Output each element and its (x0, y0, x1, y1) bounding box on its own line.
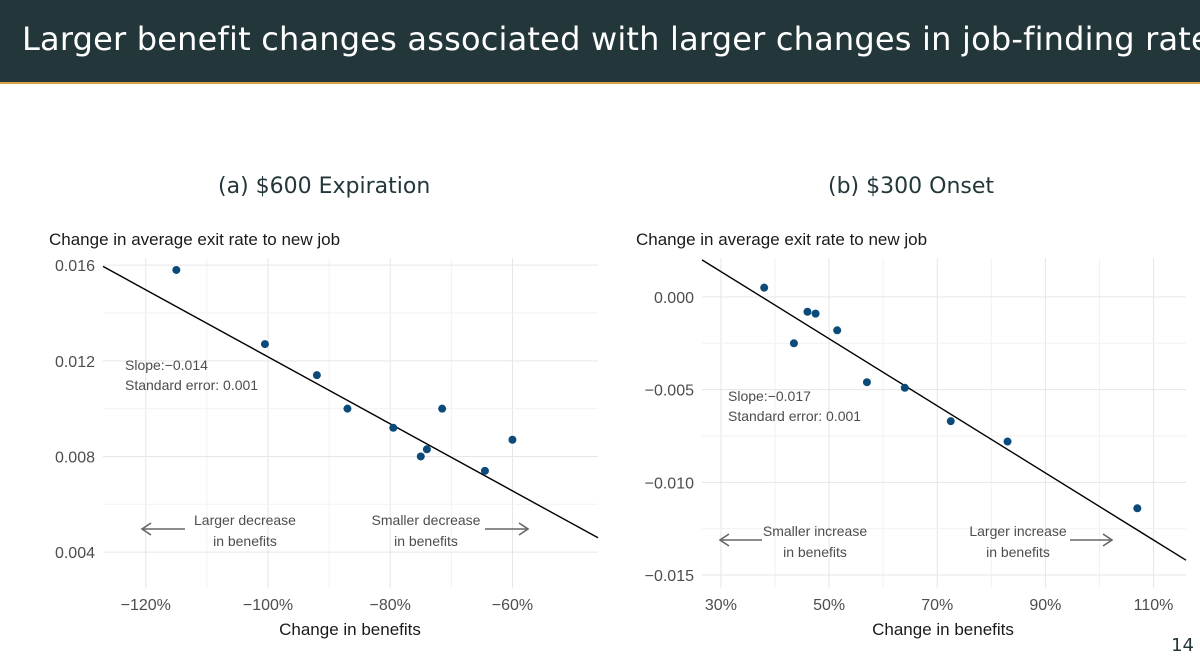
data-point (1003, 437, 1012, 446)
chart-a-svg: 0.004 0.008 0.012 0.016 −120% −100% −80% −60% Ch… (49, 230, 599, 639)
right-arrow-label: in benefits (986, 544, 1050, 560)
slide-header: Larger benefit changes associated with l… (0, 0, 1200, 84)
slope-annotation: Slope:−0.017 (728, 388, 811, 404)
panel-b-label: (b) (828, 174, 860, 199)
data-point (422, 445, 431, 454)
data-point (789, 339, 798, 348)
right-arrow-label: in benefits (394, 533, 458, 549)
data-point (862, 378, 871, 387)
page-number: 14 (1171, 635, 1194, 656)
left-arrow-label: Smaller increase (763, 523, 867, 539)
y-tick-label: 0.000 (654, 290, 694, 307)
y-tick-label: 0.004 (55, 545, 95, 562)
data-point (343, 404, 352, 413)
data-point (416, 452, 425, 461)
data-point (312, 371, 321, 380)
left-arrow-head (718, 533, 730, 547)
data-point (900, 383, 909, 392)
x-tick-label: 70% (921, 597, 953, 614)
panel-a-title-text: $600 Expiration (255, 174, 431, 199)
data-point (760, 283, 769, 292)
std-error-annotation: Standard error: 0.001 (728, 408, 861, 424)
data-point (1133, 504, 1142, 513)
panel-a-title: (a) $600 Expiration (218, 174, 430, 199)
gridlines-b (702, 258, 1186, 588)
panel-a-label: (a) (218, 174, 249, 199)
y-tick-label: 0.016 (55, 258, 95, 275)
data-point (508, 435, 517, 444)
panel-b-title-text: $300 Onset (866, 174, 995, 199)
data-point (833, 326, 842, 335)
right-arrow-head (518, 522, 530, 536)
x-tick-label: −100% (243, 597, 293, 614)
slope-annotation: Slope:−0.014 (125, 357, 208, 373)
y-tick-label: 0.012 (55, 354, 95, 371)
data-point (389, 423, 398, 432)
x-axis-label: Change in benefits (279, 620, 421, 639)
data-point (946, 417, 955, 426)
data-point (480, 466, 489, 475)
x-tick-label: −80% (370, 597, 411, 614)
x-tick-label: 110% (1134, 597, 1174, 614)
data-point (811, 309, 820, 318)
left-arrow-label: in benefits (213, 533, 277, 549)
std-error-annotation: Standard error: 0.001 (125, 377, 258, 393)
x-tick-label: −120% (121, 597, 171, 614)
left-arrow-label: in benefits (783, 544, 847, 560)
y-tick-label: 0.008 (55, 449, 95, 466)
right-arrow-label: Larger increase (969, 523, 1066, 539)
y-axis-label: Change in average exit rate to new job (49, 230, 340, 249)
fit-line-b (701, 259, 1187, 561)
y-tick-label: −0.015 (645, 568, 694, 585)
x-tick-label: 90% (1029, 597, 1061, 614)
x-tick-label: 30% (705, 597, 737, 614)
data-point (172, 265, 181, 274)
slide-title: Larger benefit changes associated with l… (22, 20, 1200, 58)
x-tick-label: 50% (813, 597, 845, 614)
right-arrow-label: Smaller decrease (372, 512, 481, 528)
y-tick-label: −0.010 (645, 475, 694, 492)
left-arrow-label: Larger decrease (194, 512, 296, 528)
data-point (260, 340, 269, 349)
panel-b-title: (b) $300 Onset (828, 174, 994, 199)
x-axis-label: Change in benefits (872, 620, 1014, 639)
fit-line-a (102, 265, 599, 539)
x-tick-label: −60% (492, 597, 533, 614)
data-point (438, 404, 447, 413)
right-arrow-head (1102, 533, 1114, 547)
data-point (803, 307, 812, 316)
y-tick-label: −0.005 (645, 383, 694, 400)
y-axis-label: Change in average exit rate to new job (636, 230, 927, 249)
left-arrow-head (140, 522, 152, 536)
